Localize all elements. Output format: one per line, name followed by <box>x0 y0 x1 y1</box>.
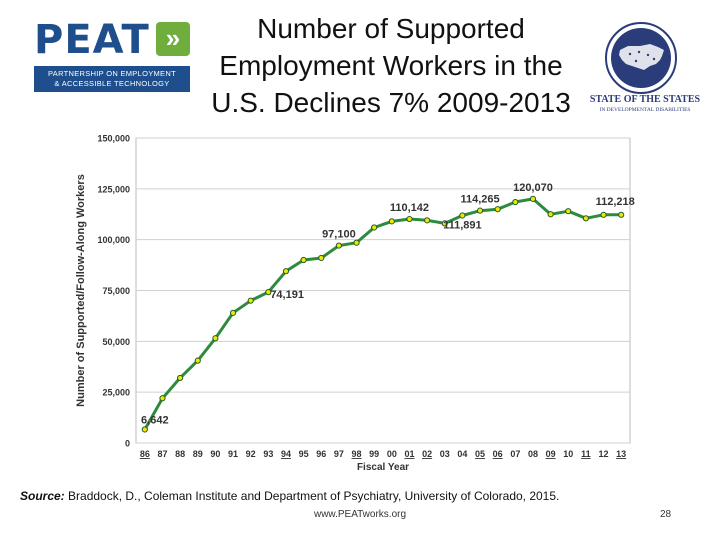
x-tick-label: 89 <box>193 449 203 459</box>
x-tick-label: 95 <box>299 449 309 459</box>
chart-svg: 0 25,000 50,000 75,000 100,000 125,000 150,000… <box>75 134 635 474</box>
data-point <box>141 426 148 433</box>
data-point <box>547 211 554 218</box>
x-tick-label: 87 <box>157 449 167 459</box>
y-tick-label: 125,000 <box>97 184 130 194</box>
data-point <box>300 256 307 264</box>
data-point <box>618 211 625 218</box>
x-tick-label: 93 <box>263 449 273 459</box>
data-point <box>388 218 395 225</box>
x-tick-label: 12 <box>599 449 609 459</box>
x-tick-label: 86 <box>140 449 150 459</box>
x-tick-label: 02 <box>422 449 432 459</box>
data-point <box>565 208 572 215</box>
x-tick-label: 09 <box>546 449 556 459</box>
line-chart: 0 25,000 50,000 75,000 100,000 125,000 150,000… <box>70 128 660 480</box>
data-point <box>494 206 501 213</box>
y-tick-label: 75,000 <box>102 286 130 296</box>
x-tick-label: 04 <box>457 449 467 459</box>
x-tick-label: 01 <box>404 449 414 459</box>
data-point <box>441 220 448 227</box>
data-label: 97,100 <box>322 229 356 241</box>
x-tick-label: 88 <box>175 449 185 459</box>
data-point <box>582 215 589 222</box>
slide-title-line-3: U.S. Declines 7% 2009-2013 <box>211 87 571 118</box>
y-tick-label: 100,000 <box>97 235 130 245</box>
y-axis-label: Number of Supported/Follow-Along Workers <box>75 174 87 407</box>
x-tick-label: 92 <box>246 449 256 459</box>
data-point <box>406 215 413 223</box>
data-point <box>371 224 378 231</box>
data-point <box>318 254 325 262</box>
x-tick-label: 08 <box>528 449 538 459</box>
x-tick-label: 98 <box>352 449 362 459</box>
state-of-the-states-logo: STATE OF THE STATES IN DEVELOPMENTAL DIS… <box>584 22 706 122</box>
x-axis-label: Fiscal Year <box>357 462 409 473</box>
data-label: 6,642 <box>141 414 169 426</box>
source-note: Source: Braddock, D., Coleman Institute … <box>20 489 559 503</box>
data-label: 111,891 <box>443 219 482 231</box>
source-text: Braddock, D., Coleman Institute and Depa… <box>64 489 560 503</box>
slide-title: Number of Supported Employment Workers i… <box>196 10 586 121</box>
data-point <box>247 297 254 304</box>
data-point <box>353 239 360 246</box>
data-point <box>600 211 607 218</box>
data-point <box>529 195 537 202</box>
x-tick-label: 99 <box>369 449 379 459</box>
data-point <box>159 395 166 402</box>
source-prefix: Source: <box>20 489 65 503</box>
data-point <box>512 198 519 206</box>
x-tick-label: 13 <box>616 449 626 459</box>
data-point <box>177 374 184 382</box>
peat-arrow-icon: » <box>156 22 190 56</box>
partner-logo-line-1: STATE OF THE STATES <box>589 94 701 105</box>
footer-url[interactable]: www.PEATworks.org <box>313 509 407 520</box>
data-label: 120,070 <box>513 182 553 194</box>
x-tick-label: 90 <box>210 449 220 459</box>
y-tick-label: 50,000 <box>102 337 130 347</box>
data-point <box>335 242 342 249</box>
x-tick-label: 06 <box>493 449 503 459</box>
page-number: 28 <box>660 509 672 520</box>
x-tick-label: 96 <box>316 449 326 459</box>
data-point <box>194 357 201 364</box>
data-label: 110,142 <box>390 202 429 214</box>
peat-logo-word: PEAT <box>34 17 150 63</box>
peat-tagline: PARTNERSHIP ON EMPLOYMENT & ACCESSIBLE T… <box>34 66 190 92</box>
x-tick-label: 11 <box>581 449 591 459</box>
data-point <box>265 289 272 296</box>
peat-logo: PEAT » PARTNERSHIP ON EMPLOYMENT & ACCES… <box>34 18 190 92</box>
x-tick-label: 97 <box>334 449 344 459</box>
data-point <box>459 212 466 219</box>
x-tick-label: 00 <box>387 449 397 459</box>
x-tick-label: 03 <box>440 449 450 459</box>
data-point <box>476 207 484 214</box>
y-tick-label: 150,000 <box>97 134 130 144</box>
y-tick-label: 25,000 <box>102 388 130 398</box>
data-point <box>282 268 290 275</box>
data-label: 74,191 <box>270 289 304 301</box>
peat-tagline-line-2: & ACCESSIBLE TECHNOLOGY <box>54 79 170 88</box>
data-label: 114,265 <box>460 194 499 206</box>
us-map-seal-icon <box>605 22 677 94</box>
data-point <box>424 217 431 224</box>
x-tick-label: 05 <box>475 449 485 459</box>
y-tick-label: 0 <box>125 439 130 449</box>
data-point <box>212 335 219 342</box>
series-line <box>143 197 622 431</box>
slide-title-line-2: Employment Workers in the <box>219 50 563 81</box>
data-label: 112,218 <box>596 196 635 208</box>
slide-title-line-1: Number of Supported <box>257 13 525 44</box>
x-tick-label: 07 <box>510 449 520 459</box>
data-point <box>229 309 237 316</box>
partner-logo-line-2: IN DEVELOPMENTAL DISABILITIES <box>599 107 691 113</box>
x-tick-label: 91 <box>228 449 238 459</box>
peat-tagline-line-1: PARTNERSHIP ON EMPLOYMENT <box>48 69 176 78</box>
x-tick-label: 94 <box>281 449 291 459</box>
x-tick-label: 10 <box>563 449 573 459</box>
